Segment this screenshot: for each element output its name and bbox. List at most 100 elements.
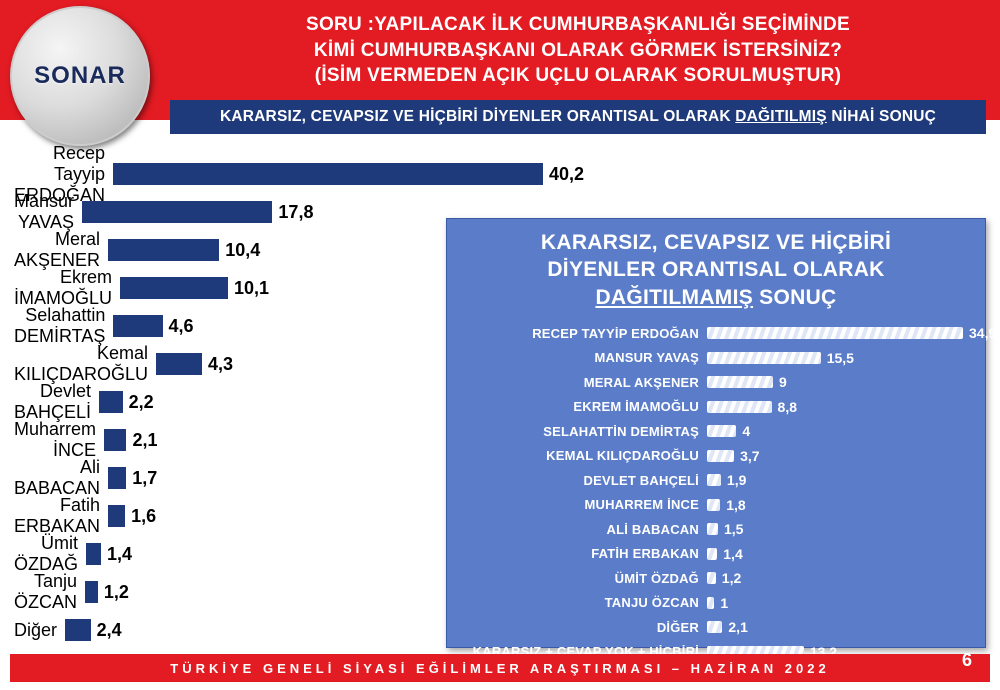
footer-bar: TÜRKİYE GENELİ SİYASİ EĞİLİMLER ARAŞTIRM… — [10, 654, 990, 682]
inset-chart-row: MANSUR YAVAŞ 15,5 — [459, 345, 973, 370]
inset-chart-row: EKREM İMAMOĞLU 8,8 — [459, 394, 973, 419]
inset-chart-label: FATİH ERBAKAN — [459, 546, 707, 561]
inset-chart-label: EKREM İMAMOĞLU — [459, 399, 707, 414]
main-chart-bar — [113, 315, 162, 337]
subheader-underline: DAĞITILMIŞ — [735, 108, 827, 125]
inset-chart-label: KEMAL KILIÇDAROĞLU — [459, 448, 707, 463]
inset-chart-bar-wrap: 1,9 — [707, 474, 973, 486]
inset-chart-bar — [707, 401, 772, 413]
inset-chart-bar — [707, 548, 717, 560]
inset-chart-bar — [707, 572, 716, 584]
inset-chart-value: 15,5 — [821, 349, 854, 367]
page-number: 6 — [962, 650, 972, 671]
inset-chart-row: SELAHATTİN DEMİRTAŞ4 — [459, 419, 973, 444]
inset-chart-label: SELAHATTİN DEMİRTAŞ — [459, 424, 707, 439]
inset-chart-bar — [707, 450, 734, 462]
main-chart-bar — [104, 429, 126, 451]
main-chart-row: Diğer 2,4 — [14, 611, 434, 649]
main-chart-value: 40,2 — [543, 163, 584, 185]
main-chart-bar — [65, 619, 91, 641]
main-chart-label: Tanju ÖZCAN — [14, 571, 85, 613]
main-chart-value: 1,7 — [126, 467, 157, 489]
inset-chart-bar — [707, 327, 963, 339]
inset-chart-value: 1,5 — [718, 520, 743, 538]
inset-chart-value: 8,8 — [772, 398, 797, 416]
main-chart-value: 1,6 — [125, 505, 156, 527]
inset-chart-bar-wrap: 4 — [707, 425, 973, 437]
inset-chart-bar-wrap: 1 — [707, 597, 973, 609]
main-chart-value: 4,3 — [202, 353, 233, 375]
inset-chart-label: MANSUR YAVAŞ — [459, 350, 707, 365]
main-chart-label: Ekrem İMAMOĞLU — [14, 267, 120, 309]
main-chart-value: 1,2 — [98, 581, 129, 603]
inset-chart-bar — [707, 597, 714, 609]
inset-title-post: SONUÇ — [753, 286, 836, 309]
inset-bar-chart: RECEP TAYYİP ERDOĞAN34,9MANSUR YAVAŞ15,5… — [447, 319, 985, 670]
footer-text: TÜRKİYE GENELİ SİYASİ EĞİLİMLER ARAŞTIRM… — [170, 661, 829, 676]
inset-chart-row: ALİ BABACAN1,5 — [459, 517, 973, 542]
inset-chart-value: 1,2 — [716, 569, 741, 587]
poll-slide: SONAR SORU :YAPILACAK İLK CUMHURBAŞKANLI… — [0, 0, 1000, 690]
main-chart-bar — [108, 239, 219, 261]
inset-chart-row: MUHARREM İNCE1,8 — [459, 492, 973, 517]
inset-chart-bar-wrap: 1,4 — [707, 548, 973, 560]
main-chart-value: 10,4 — [219, 239, 260, 261]
inset-chart-value: 1,9 — [721, 471, 746, 489]
main-chart-row: Ekrem İMAMOĞLU 10,1 — [14, 269, 434, 307]
main-chart-row: Tanju ÖZCAN 1,2 — [14, 573, 434, 611]
inset-chart-label: RECEP TAYYİP ERDOĞAN — [459, 326, 707, 341]
main-chart-row: Selahattin DEMİRTAŞ4,6 — [14, 307, 434, 345]
inset-chart-value: 34,9 — [963, 324, 996, 342]
inset-chart-bar-wrap: 15,5 — [707, 352, 973, 364]
inset-chart-bar — [707, 352, 821, 364]
main-chart-label: Fatih ERBAKAN — [14, 495, 108, 537]
inset-panel: KARARSIZ, CEVAPSIZ VE HİÇBİRİ DİYENLER O… — [446, 218, 986, 648]
main-chart-row: Ümit ÖZDAĞ1,4 — [14, 535, 434, 573]
question-line: (İSİM VERMEDEN AÇIK UÇLU OLARAK SORULMUŞ… — [170, 63, 986, 89]
inset-chart-label: ÜMİT ÖZDAĞ — [459, 571, 707, 586]
inset-chart-row: RECEP TAYYİP ERDOĞAN34,9 — [459, 321, 973, 346]
main-chart-label: Diğer — [14, 620, 65, 641]
brand-logo-text: SONAR — [34, 62, 126, 90]
inset-chart-bar — [707, 523, 718, 535]
inset-chart-value: 1 — [714, 594, 728, 612]
main-chart-bar — [120, 277, 228, 299]
inset-title-line: DİYENLER ORANTISAL OLARAK — [461, 256, 971, 283]
main-chart-row: Meral AKŞENER 10,4 — [14, 231, 434, 269]
inset-chart-value: 3,7 — [734, 447, 759, 465]
inset-chart-value: 9 — [773, 373, 787, 391]
inset-chart-row: ÜMİT ÖZDAĞ 1,2 — [459, 566, 973, 591]
main-chart-bar — [113, 163, 543, 185]
brand-logo: SONAR — [10, 6, 150, 146]
main-chart-value: 2,4 — [91, 619, 122, 641]
inset-chart-label: DİĞER — [459, 620, 707, 635]
inset-chart-row: TANJU ÖZCAN1 — [459, 590, 973, 615]
inset-chart-bar-wrap: 34,9 — [707, 327, 973, 339]
subheader-post: NİHAİ SONUÇ — [827, 108, 936, 125]
inset-chart-row: MERAL AKŞENER9 — [459, 370, 973, 395]
main-chart-row: Devlet BAHÇELİ2,2 — [14, 383, 434, 421]
inset-title-underline: DAĞITILMAMIŞ — [595, 286, 753, 309]
main-chart-label: Muharrem İNCE — [14, 419, 104, 461]
inset-title-line: KARARSIZ, CEVAPSIZ VE HİÇBİRİ — [461, 229, 971, 256]
inset-chart-bar-wrap: 2,1 — [707, 621, 973, 633]
subheader-pre: KARARSIZ, CEVAPSIZ VE HİÇBİRİ DİYENLER O… — [220, 108, 735, 125]
inset-chart-row: FATİH ERBAKAN1,4 — [459, 541, 973, 566]
inset-chart-bar — [707, 376, 773, 388]
main-chart-row: Fatih ERBAKAN 1,6 — [14, 497, 434, 535]
main-chart-bar — [85, 581, 98, 603]
main-chart-value: 4,6 — [163, 315, 194, 337]
inset-chart-bar — [707, 425, 736, 437]
main-chart-value: 10,1 — [228, 277, 269, 299]
inset-chart-label: DEVLET BAHÇELİ — [459, 473, 707, 488]
main-chart-label: Kemal KILIÇDAROĞLU — [14, 343, 156, 385]
main-chart-label: Meral AKŞENER — [14, 229, 108, 271]
inset-chart-value: 1,8 — [720, 496, 745, 514]
inset-chart-bar-wrap: 1,2 — [707, 572, 973, 584]
inset-chart-row: DİĞER2,1 — [459, 615, 973, 640]
main-chart-value: 1,4 — [101, 543, 132, 565]
main-chart-label: Mansur YAVAŞ — [14, 191, 82, 233]
main-chart-value: 17,8 — [272, 201, 313, 223]
main-chart-bar — [108, 467, 126, 489]
question-line: KİMİ CUMHURBAŞKANI OLARAK GÖRMEK İSTERSİ… — [170, 38, 986, 64]
